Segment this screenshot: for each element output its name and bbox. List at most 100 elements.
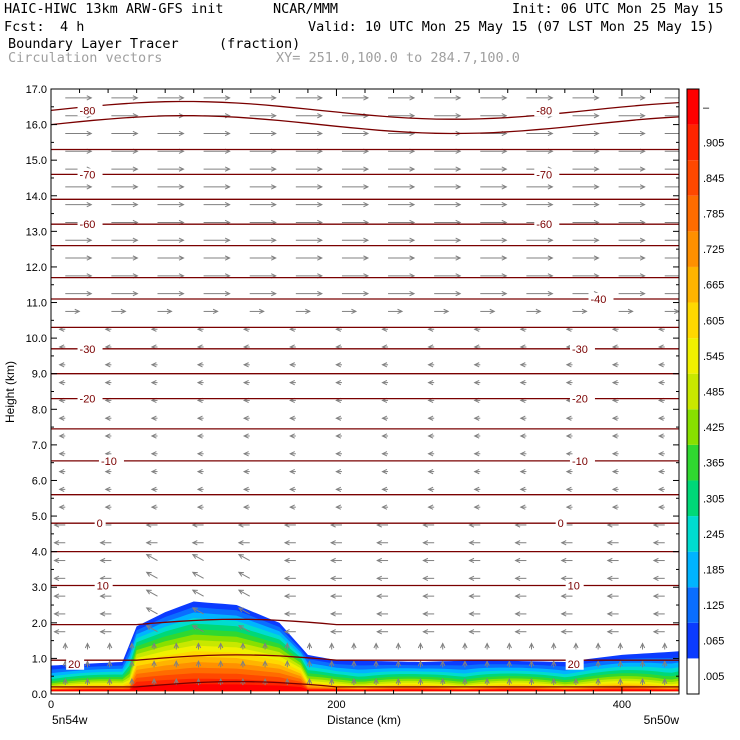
vector-head [595,677,601,684]
vector-arrow [572,237,600,243]
colorbar-swatch [687,480,699,517]
vector-head [224,95,231,101]
vector-arrow [111,202,139,208]
colorbar-label: .725 [703,244,724,256]
vector-head [224,166,231,172]
vector-head [86,202,93,208]
vector-head [289,468,295,475]
vector-arrow [249,237,277,243]
vector-head [611,379,618,386]
vector-head [104,504,111,510]
vector-arrow [145,553,158,561]
vector-head [381,504,388,510]
vector-arrow [151,660,157,668]
vector-arrow [295,184,323,190]
vector-arrow [249,202,277,208]
vector-head [237,553,244,559]
vector-head [376,575,382,581]
vector-head [86,130,93,137]
xy-range: XY= 251.0,100.0 to 284.7,100.0 [276,50,520,66]
vector-head [145,589,152,595]
vector-head [283,557,290,564]
vector-arrow [381,486,389,492]
vector-arrow [526,184,554,190]
vector-head [657,504,664,510]
contour-label: -30 [572,344,588,356]
vector-head [150,379,157,386]
vector-arrow [427,433,435,439]
vector-arrow [218,660,224,668]
vector-arrow [664,115,679,117]
field1-units: (fraction) [219,36,301,52]
vector-arrow [395,660,401,668]
vector-arrow [657,362,665,368]
colorbar-label: .185 [703,564,724,576]
vector-head [317,237,323,243]
vector-head [150,451,157,457]
vector-head [581,308,588,315]
contour-label-bg [588,292,614,305]
vector-arrow [480,291,508,297]
vector-arrow [249,113,277,119]
y-tick-label: 1.0 [32,653,47,665]
vector-arrow [341,291,370,297]
vector-head [652,540,659,546]
y-tick-label: 11.0 [26,298,47,310]
vector-arrow [434,95,462,101]
vector-head [53,557,60,564]
vector-head [317,255,323,261]
vector-head [242,433,249,439]
vector-head [84,677,91,684]
vector-head [627,308,634,315]
vector-head [381,379,388,386]
vector-arrow [157,291,185,297]
vector-head [166,308,173,315]
y-tick-label: 3.0 [32,582,47,594]
vector-arrow [573,677,579,686]
vector-head [317,130,323,137]
vector-arrow [427,415,435,421]
vector-head [271,202,277,208]
vector-head [62,642,68,649]
vector-arrow [150,451,158,457]
vector-arrow [53,540,66,546]
vector-head [657,362,664,368]
vector-arrow [572,95,600,101]
contour-label: -10 [101,456,117,468]
vector-shaft [192,589,204,597]
vector-arrow [662,660,668,668]
y-tick-label: 13.0 [26,226,47,238]
vector-arrow [242,362,250,368]
vector-head [86,237,93,243]
vector-arrow [473,468,481,475]
vector-arrow [335,362,342,368]
vector-arrow [203,237,231,243]
vector-arrow [572,184,600,190]
vector-head [611,362,618,368]
colorbar-label: .605 [703,315,724,327]
vector-arrow [351,642,357,650]
colorbar-swatch [687,373,699,410]
vector-head [259,308,265,315]
vector-head [639,95,646,101]
y-tick-label: 2.0 [32,618,47,630]
colorbar-swatch [687,195,699,232]
vector-head [593,95,600,101]
vector-arrow [150,433,158,439]
vector-head [196,379,203,386]
vector-head [427,415,434,421]
vector-arrow [329,575,342,581]
vector-head [427,433,434,439]
vector-head [473,433,480,439]
vector-head [473,468,480,475]
vector-head [652,593,659,599]
vector-head [501,184,508,190]
vector-head [409,202,416,208]
vector-arrow [351,677,357,686]
vector-arrow [157,95,185,101]
vector-arrow [53,593,66,599]
colorbar-label: .005 [703,671,724,683]
vector-head [62,677,68,684]
vector-head [560,629,567,635]
vector-arrow [237,607,250,615]
